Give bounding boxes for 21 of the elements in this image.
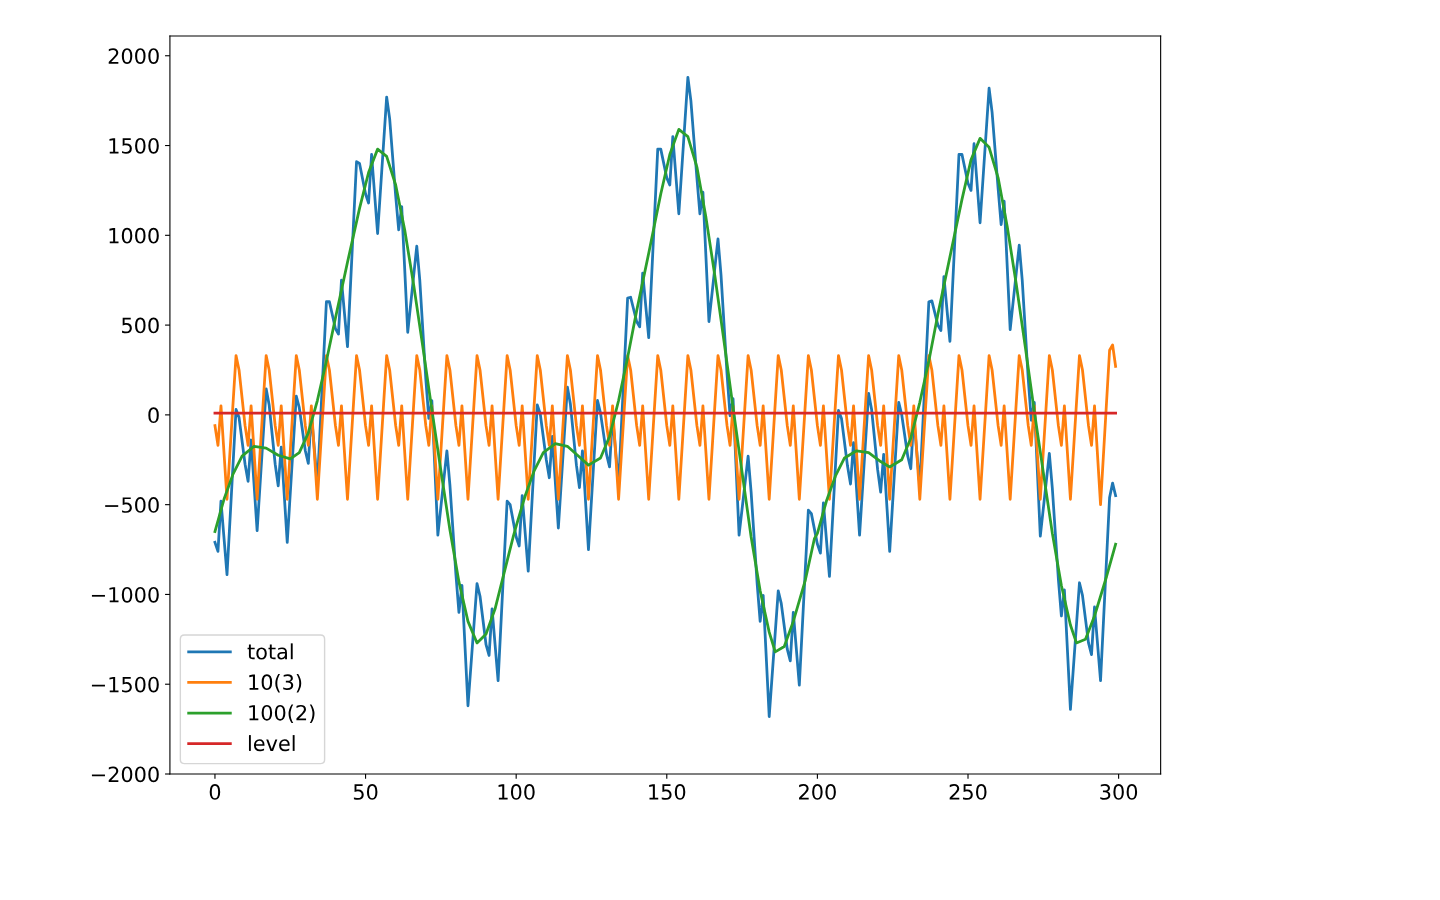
x-tick-label: 100: [498, 784, 535, 800]
x-tick-label: 150: [649, 784, 686, 800]
x-tick-label: 200: [799, 784, 836, 800]
y-tick-label: 1500: [109, 137, 159, 154]
y-tick-label: −500: [105, 497, 159, 513]
y-tick-label: −1000: [91, 586, 159, 603]
x-tick-label: 250: [949, 784, 987, 800]
y-tick-label: 2000: [108, 48, 159, 64]
legend-label: total: [247, 643, 293, 660]
x-tick-label: 50: [353, 784, 378, 800]
y-tick-label: 500: [122, 317, 159, 334]
legend-label: level: [248, 735, 295, 752]
legend-label: 100(2): [249, 704, 315, 724]
y-tick-label: −2000: [91, 766, 159, 783]
y-tick-label: 0: [148, 407, 159, 424]
line-series: [213, 343, 1117, 507]
legend-label: 10(3): [249, 673, 302, 693]
y-tick-label: 1000: [109, 227, 159, 244]
x-tick-label: 0: [209, 784, 221, 800]
y-tick-label: −1500: [91, 676, 159, 693]
x-tick-label: 300: [1100, 784, 1138, 800]
